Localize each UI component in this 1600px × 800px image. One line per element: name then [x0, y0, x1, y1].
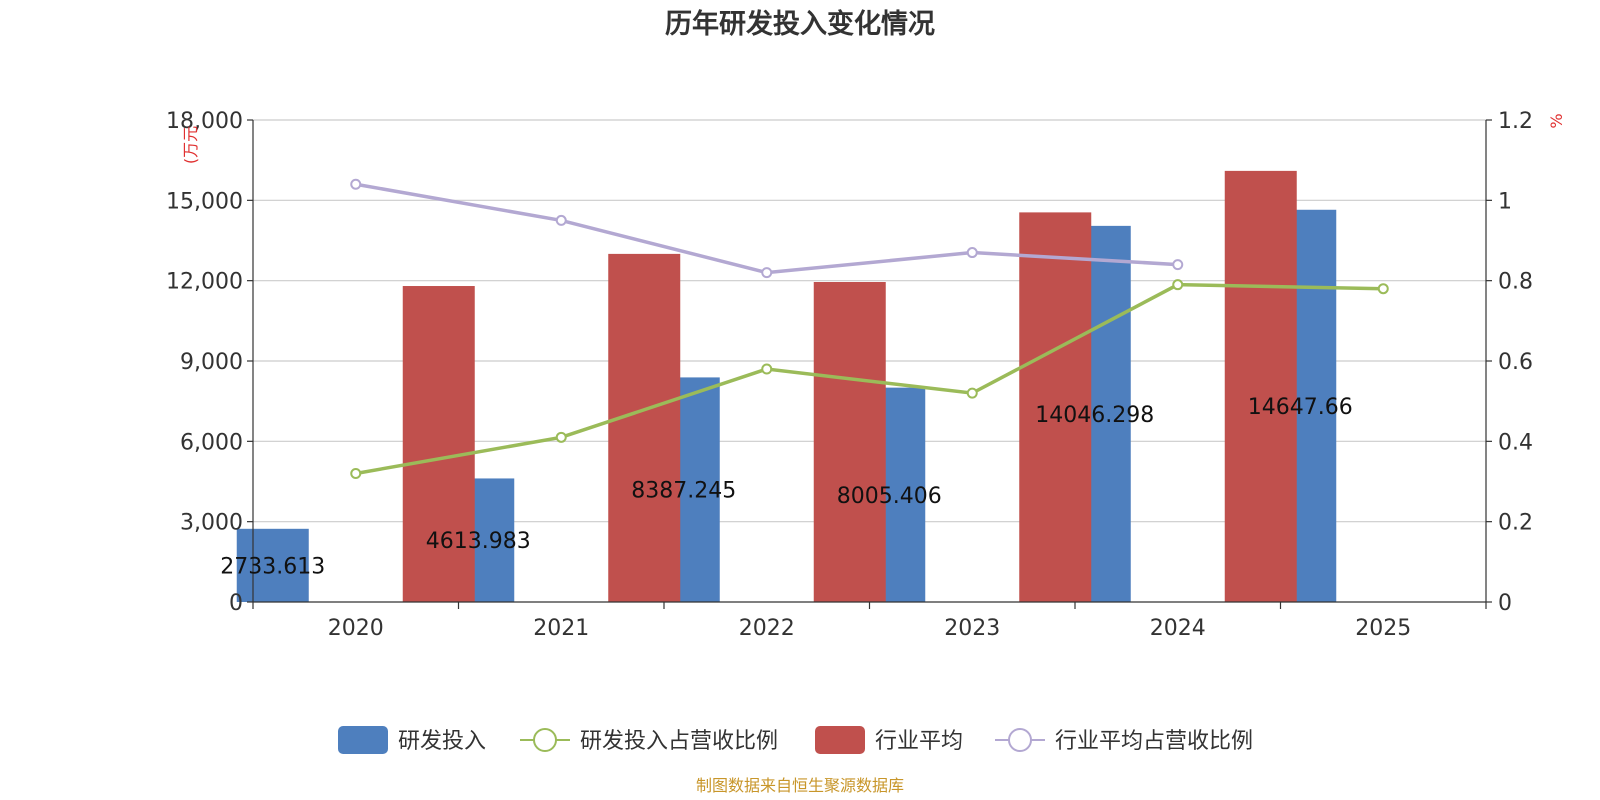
line-point	[761, 267, 773, 279]
line-point	[350, 467, 362, 479]
bar	[1019, 212, 1092, 602]
bar-data-label: 14647.66	[1248, 395, 1353, 420]
legend-label: 研发投入	[398, 729, 486, 754]
right-tick-label: 0.2	[1498, 511, 1533, 536]
legend-label: 行业平均	[875, 729, 963, 754]
legend: 研发投入 研发投入占营收比例 行业平均 行业平均占营收比例	[338, 726, 1253, 754]
left-tick-label: 3,000	[180, 511, 243, 536]
legend-label: 研发投入占营收比例	[580, 729, 778, 754]
right-tick-label: 1	[1498, 189, 1512, 214]
bar	[813, 282, 886, 602]
line-point	[555, 431, 567, 443]
x-tick-label: 2020	[328, 616, 384, 641]
bar-data-label: 14046.298	[1035, 403, 1154, 428]
data-labels: 2733.613 4613.983 8387.245 8005.406 14046.29…	[220, 395, 1352, 580]
x-tick-label: 2024	[1150, 616, 1206, 641]
legend-marker	[533, 728, 557, 752]
legend-swatch	[815, 726, 865, 754]
source-note: 制图数据来自恒生聚源数据库	[696, 776, 904, 795]
left-tick-label: 18,000	[166, 109, 243, 134]
bar	[402, 286, 475, 602]
series-line	[355, 282, 1384, 476]
lines	[350, 178, 1389, 479]
line-point	[761, 363, 773, 375]
x-tick-label: 2023	[944, 616, 1000, 641]
left-axis-unit: (万元	[181, 126, 200, 164]
bars	[236, 170, 1337, 603]
left-tick-label: 9,000	[180, 350, 243, 375]
legend-item[interactable]: 研发投入占营收比例	[520, 728, 778, 754]
bar	[1224, 170, 1297, 602]
bar-data-label: 2733.613	[220, 554, 325, 579]
line-point	[1172, 279, 1184, 291]
x-tick-label: 2022	[739, 616, 795, 641]
legend-swatch	[338, 726, 388, 754]
axes: 0 3,000 6,000 9,000 12,000 15,000 18,000 0 0.2 0.…	[166, 109, 1533, 641]
legend-label: 行业平均占营收比例	[1055, 729, 1253, 754]
legend-item[interactable]: 行业平均	[815, 726, 963, 754]
legend-marker	[1008, 728, 1032, 752]
right-tick-label: 0.4	[1498, 430, 1533, 455]
legend-item[interactable]: 研发投入	[338, 726, 486, 754]
left-tick-label: 12,000	[166, 270, 243, 295]
left-tick-label: 15,000	[166, 189, 243, 214]
right-tick-label: 0	[1498, 591, 1512, 616]
chart-title: 历年研发投入变化情况	[665, 8, 935, 40]
left-tick-label: 6,000	[180, 430, 243, 455]
right-tick-label: 1.2	[1498, 109, 1533, 134]
line-point	[966, 247, 978, 259]
bar-data-label: 4613.983	[426, 529, 531, 554]
line-point	[350, 178, 362, 190]
line-point	[1377, 283, 1389, 295]
bar-data-label: 8005.406	[837, 484, 942, 509]
bar	[236, 528, 309, 602]
line-point	[555, 214, 567, 226]
line-point	[966, 387, 978, 399]
right-tick-label: 0.8	[1498, 270, 1533, 295]
right-axis-unit: %	[1547, 113, 1566, 128]
x-tick-label: 2025	[1355, 616, 1411, 641]
right-tick-label: 0.6	[1498, 350, 1533, 375]
x-tick-label: 2021	[533, 616, 589, 641]
bar	[608, 253, 681, 602]
left-tick-label: 0	[229, 591, 243, 616]
bar-data-label: 8387.245	[631, 479, 736, 504]
legend-item[interactable]: 行业平均占营收比例	[995, 728, 1253, 754]
line-point	[1172, 259, 1184, 271]
